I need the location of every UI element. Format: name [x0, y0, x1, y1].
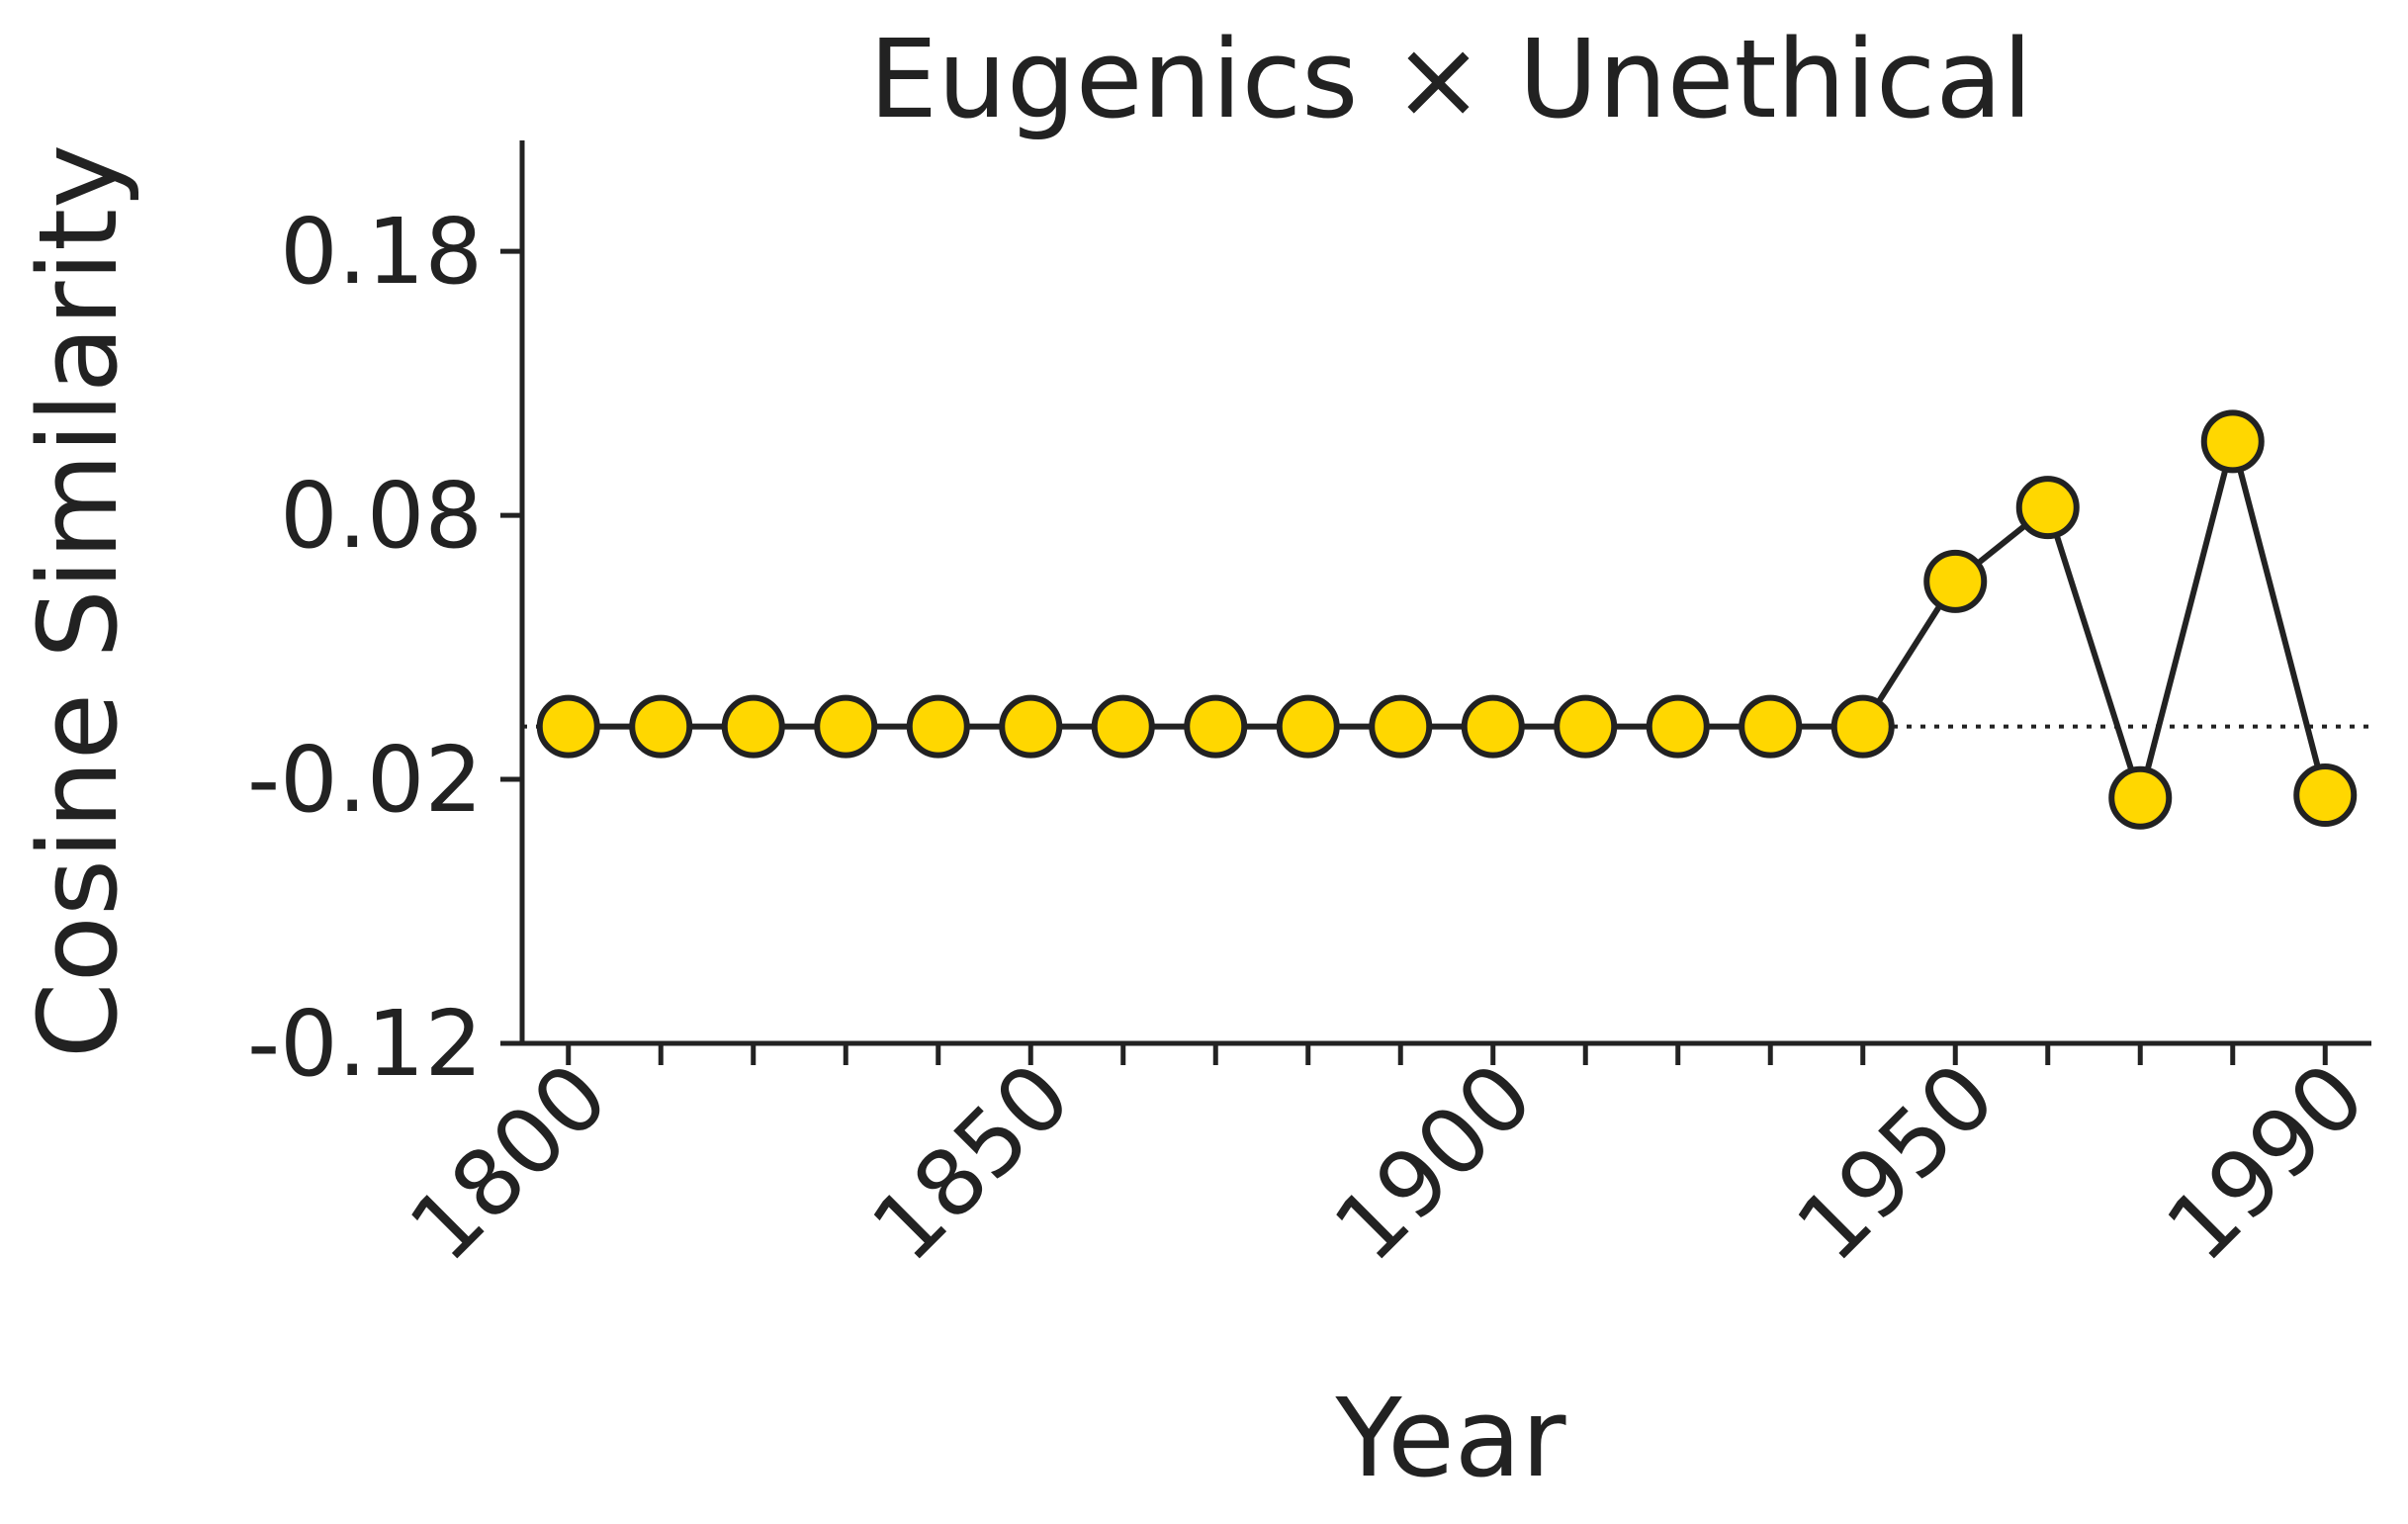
data-point: [2108, 765, 2173, 830]
y-tick-label: 0.08: [280, 463, 483, 569]
x-tick-label: 1990: [2147, 1043, 2385, 1282]
y-tick-label: -0.02: [247, 727, 483, 833]
data-point: [906, 694, 970, 759]
data-point: [999, 694, 1063, 759]
data-point: [721, 694, 785, 759]
data-point: [1091, 694, 1155, 759]
data-point: [2293, 763, 2358, 828]
data-point: [1461, 694, 1525, 759]
y-tick-label: 0.18: [280, 199, 483, 305]
data-point: [1830, 694, 1895, 759]
x-tick-label: 1850: [852, 1043, 1091, 1282]
data-point: [1923, 549, 1988, 613]
data-point: [629, 694, 693, 759]
data-point: [1276, 694, 1340, 759]
x-tick-label: 1900: [1314, 1043, 1553, 1282]
y-tick-label: -0.12: [247, 991, 483, 1097]
x-tick-label: 1950: [1777, 1043, 2015, 1282]
data-point: [1369, 694, 1433, 759]
data-point: [2200, 409, 2265, 474]
data-point: [2015, 476, 2080, 540]
x-axis-title: Year: [1335, 1375, 1567, 1501]
data-point: [1554, 694, 1618, 759]
y-axis-title: Cosine Similarity: [15, 144, 141, 1058]
data-point: [1646, 694, 1710, 759]
chart-title: Eugenics × Unethical: [869, 16, 2033, 142]
data-point: [814, 694, 878, 759]
data-point: [1184, 694, 1248, 759]
data-point: [536, 694, 600, 759]
data-point: [1739, 694, 1803, 759]
